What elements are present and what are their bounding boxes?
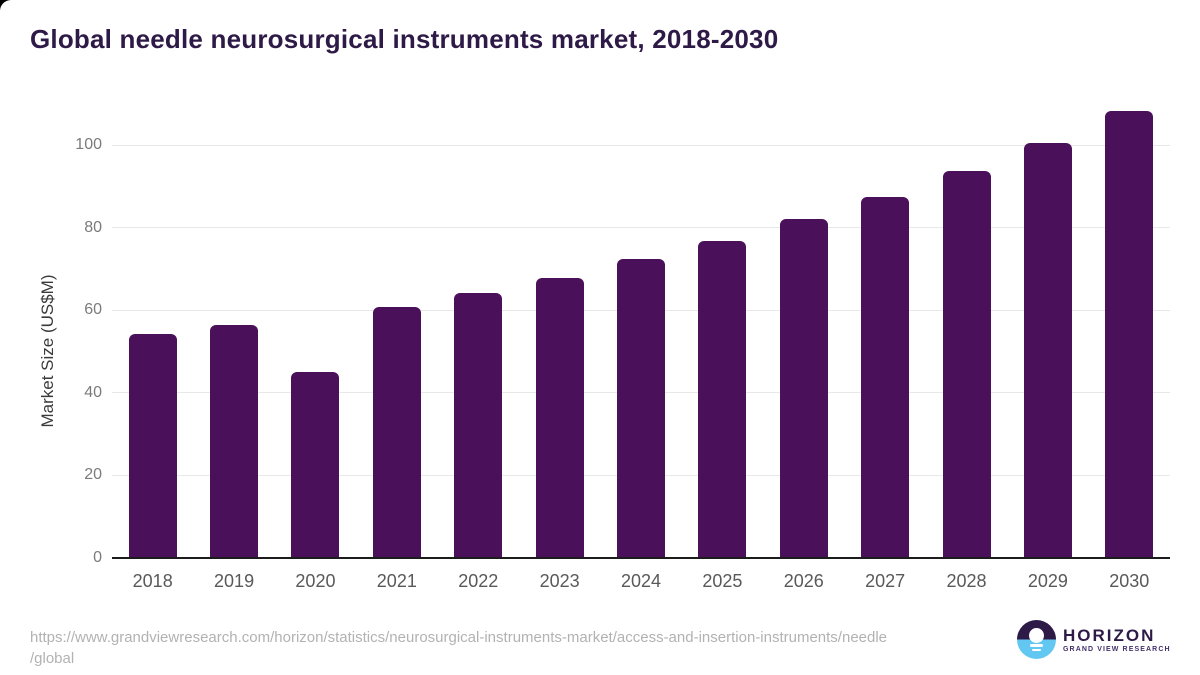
reflection-line-icon [1030, 644, 1043, 647]
sun-icon [1029, 628, 1044, 643]
x-tick-label-2026: 2026 [783, 571, 824, 591]
x-tick-label-2024: 2024 [620, 571, 661, 591]
gridline-100 [112, 144, 1170, 146]
logo-tagline: GRAND VIEW RESEARCH [1063, 645, 1171, 653]
x-tick-label-2023: 2023 [539, 571, 580, 591]
y-axis-title: Market Size (US$M) [38, 274, 57, 428]
bar-2030 [1105, 111, 1154, 558]
bar-2023 [535, 277, 584, 558]
bar-2028 [942, 170, 991, 558]
x-tick-label-2028: 2028 [946, 571, 987, 591]
gridline-80 [112, 227, 1170, 229]
horizon-logo: HORIZON GRAND VIEW RESEARCH [1017, 620, 1171, 659]
source-url-line-1: https://www.grandviewresearch.com/horizo… [30, 629, 888, 646]
horizon-logo-text: HORIZON GRAND VIEW RESEARCH [1063, 626, 1171, 654]
x-tick-label-2030: 2030 [1109, 571, 1150, 591]
bar-2029 [1023, 142, 1072, 558]
bar-2018 [128, 334, 177, 558]
bar-2019 [210, 325, 259, 558]
reflection-line-icon [1032, 648, 1041, 651]
bar-2026 [779, 219, 828, 558]
x-tick-label-2021: 2021 [376, 571, 417, 591]
y-tick-label-20: 20 [84, 466, 102, 484]
x-tick-label-2025: 2025 [702, 571, 743, 591]
x-tick-label-2020: 2020 [295, 571, 336, 591]
x-tick-label-2019: 2019 [214, 571, 255, 591]
y-tick-label-100: 100 [75, 136, 102, 153]
source-url-line-2: /global [30, 650, 75, 667]
chart-title: Global needle neurosurgical instruments … [30, 24, 779, 54]
bar-2025 [698, 240, 747, 558]
x-axis-line [112, 557, 1170, 559]
bar-2024 [617, 259, 665, 558]
x-tick-label-2022: 2022 [458, 571, 499, 591]
bar-2027 [861, 196, 910, 558]
x-tick-label-2029: 2029 [1027, 571, 1068, 591]
corner-artifact [0, 0, 11, 11]
bar-2022 [454, 292, 503, 558]
y-tick-label-60: 60 [84, 301, 102, 319]
x-tick-label-2018: 2018 [132, 571, 173, 591]
x-tick-label-2027: 2027 [865, 571, 906, 591]
bar-2020 [291, 372, 340, 558]
source-url: https://www.grandviewresearch.com/horizo… [30, 627, 887, 669]
y-tick-label-40: 40 [84, 383, 102, 401]
y-tick-label-80: 80 [84, 218, 102, 236]
bar-2021 [372, 306, 421, 558]
horizon-logo-icon [1017, 620, 1056, 659]
y-tick-label-0: 0 [93, 549, 102, 566]
logo-brand: HORIZON [1063, 625, 1156, 645]
